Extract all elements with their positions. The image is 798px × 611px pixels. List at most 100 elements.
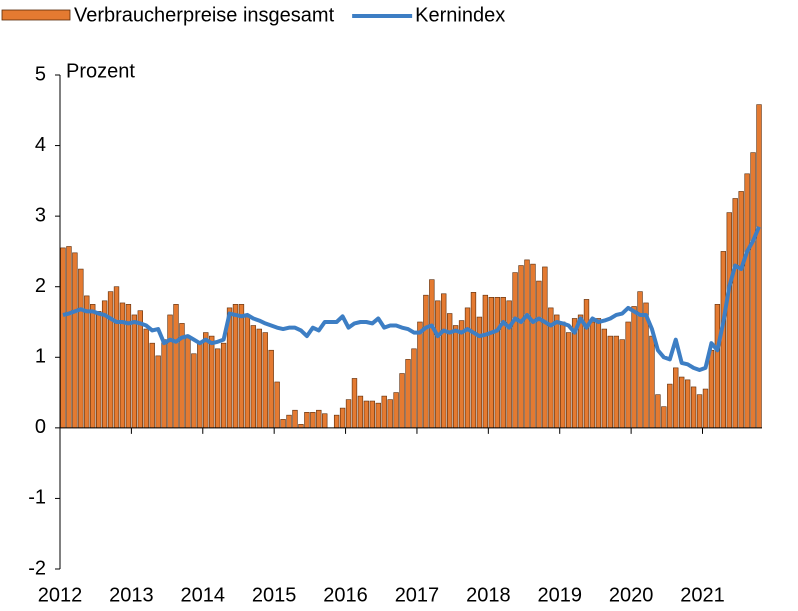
bar xyxy=(607,335,613,429)
legend-label: Verbraucherpreise insgesamt xyxy=(74,4,335,26)
bar xyxy=(209,335,215,429)
y-tick-label: 3 xyxy=(35,204,46,226)
bar xyxy=(167,314,173,429)
x-tick-label: 2013 xyxy=(109,584,154,606)
bar xyxy=(286,414,292,429)
bar xyxy=(560,321,566,429)
bar xyxy=(60,247,66,429)
bar xyxy=(113,286,120,429)
bar xyxy=(369,400,376,429)
bar xyxy=(137,310,143,429)
bar xyxy=(750,152,756,429)
bar xyxy=(429,279,435,429)
bar xyxy=(393,392,399,429)
bar xyxy=(565,332,572,429)
bar xyxy=(405,359,411,429)
bar xyxy=(185,335,191,429)
bar xyxy=(744,173,750,429)
bar xyxy=(690,386,697,429)
bar xyxy=(512,272,518,429)
bar xyxy=(488,296,494,429)
bar xyxy=(90,304,96,429)
bar xyxy=(238,304,245,429)
bar xyxy=(280,419,286,429)
x-tick-label: 2017 xyxy=(395,584,440,606)
bar xyxy=(756,104,762,429)
legend-label: Kernindex xyxy=(415,4,505,26)
bar xyxy=(95,311,102,429)
bar xyxy=(661,406,667,429)
bar xyxy=(399,373,405,429)
bar xyxy=(708,349,715,429)
y-tick-label: -1 xyxy=(28,487,46,509)
bar xyxy=(161,339,167,429)
bar xyxy=(333,414,340,429)
bar xyxy=(464,307,471,429)
bar xyxy=(601,328,608,429)
bar xyxy=(191,353,197,429)
bar xyxy=(506,300,512,429)
bar xyxy=(345,399,352,429)
bar xyxy=(66,246,72,429)
bar xyxy=(143,328,149,429)
bar xyxy=(524,259,530,429)
bar xyxy=(500,296,506,429)
bar xyxy=(518,265,524,429)
x-tick-label: 2019 xyxy=(537,584,582,606)
y-tick-label: 4 xyxy=(35,134,46,156)
y-tick-label: 5 xyxy=(35,63,46,85)
bar xyxy=(304,412,310,429)
y-axis-label: Prozent xyxy=(66,60,135,82)
bar xyxy=(726,212,732,429)
bar xyxy=(732,198,738,429)
x-tick-label: 2015 xyxy=(252,584,297,606)
bar xyxy=(173,304,179,429)
bar xyxy=(268,349,274,429)
bar xyxy=(274,381,280,429)
bar xyxy=(197,342,203,429)
legend-swatch xyxy=(1,9,71,21)
bar xyxy=(84,295,90,429)
bar xyxy=(589,321,596,429)
bar xyxy=(702,388,709,429)
bar xyxy=(441,293,447,429)
y-tick-label: 1 xyxy=(35,346,46,368)
y-tick-label: 0 xyxy=(35,416,46,438)
bar xyxy=(536,280,542,429)
bar xyxy=(494,296,500,429)
bar xyxy=(375,402,381,429)
bar xyxy=(458,320,465,429)
bar xyxy=(381,395,387,429)
x-tick-label: 2021 xyxy=(680,584,725,606)
bar xyxy=(292,409,298,429)
y-tick-label: -2 xyxy=(28,557,46,579)
bar xyxy=(583,299,590,429)
x-tick-label: 2016 xyxy=(323,584,368,606)
bar xyxy=(411,348,417,429)
bar xyxy=(435,300,441,429)
bar xyxy=(542,266,548,429)
line xyxy=(62,225,761,372)
bar xyxy=(619,339,625,429)
bar xyxy=(655,394,661,429)
bar xyxy=(625,321,631,429)
bar xyxy=(696,394,703,429)
bar xyxy=(214,348,221,429)
bar xyxy=(613,335,619,429)
x-tick-label: 2020 xyxy=(609,584,654,606)
bar xyxy=(649,335,655,429)
bar xyxy=(357,395,364,429)
bar xyxy=(530,263,536,429)
x-tick-label: 2018 xyxy=(466,584,511,606)
bar xyxy=(72,252,78,429)
bar xyxy=(595,318,602,429)
x-tick-label: 2014 xyxy=(181,584,226,606)
bar xyxy=(482,294,489,429)
bar xyxy=(322,413,328,429)
bar xyxy=(220,342,227,429)
bar xyxy=(232,304,239,429)
bar xyxy=(452,325,459,429)
bar xyxy=(631,306,637,429)
bar xyxy=(673,367,679,429)
